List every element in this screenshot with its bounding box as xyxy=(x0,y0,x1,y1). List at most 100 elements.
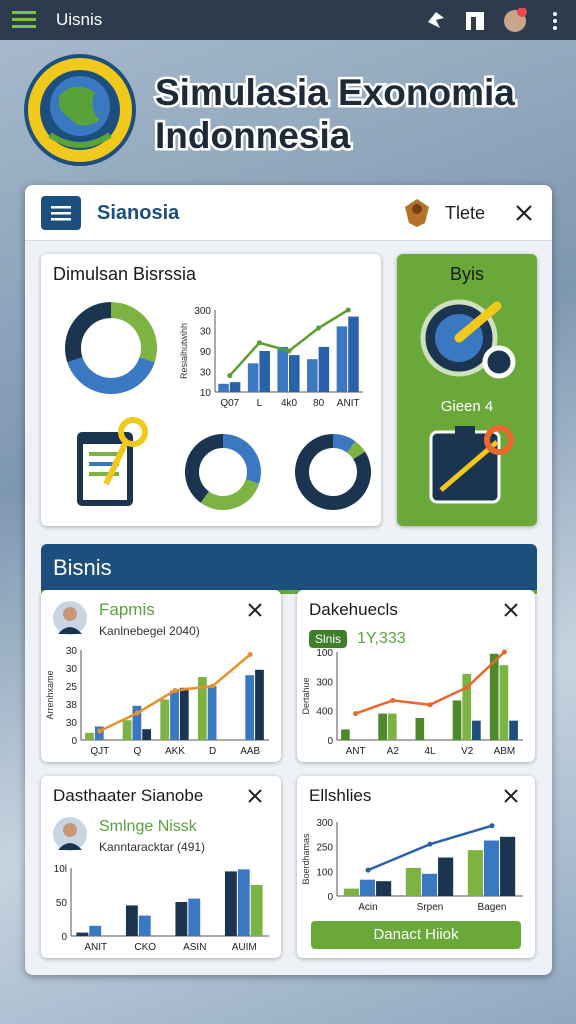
x-tick-label: ABM xyxy=(494,746,516,757)
y-tick-label: 30 xyxy=(66,646,78,657)
bar xyxy=(142,729,152,740)
trend-point xyxy=(464,684,470,690)
y-tick-label: 0 xyxy=(327,736,333,747)
y-tick-label: 0 xyxy=(71,736,77,747)
close-button[interactable] xyxy=(503,602,519,618)
y-tick-label: 25 xyxy=(66,682,78,693)
bar xyxy=(489,653,499,740)
business-card: Dasthaater Sianobe Smlnge Nissk Kanntara… xyxy=(41,776,281,958)
card-chart: 300 250 100 0 Boerdhamas Acin Srpen Bagen xyxy=(301,818,523,913)
title-line: Simulasia Exonomia xyxy=(155,72,515,113)
trend-point xyxy=(365,867,371,873)
app-name: Uisnis xyxy=(56,10,103,29)
trend-point xyxy=(345,307,351,313)
x-tick-label: Q xyxy=(134,746,142,757)
y-tick-label: 30 xyxy=(200,368,212,379)
bar xyxy=(255,669,264,740)
bar xyxy=(138,915,151,936)
close-button[interactable] xyxy=(515,204,533,222)
bar xyxy=(467,850,483,896)
bar xyxy=(387,713,397,740)
y-tick-label: 90 xyxy=(200,347,212,358)
bar xyxy=(405,867,421,896)
bar xyxy=(483,840,500,896)
x-tick-label: ANIT xyxy=(84,942,107,953)
trend-point xyxy=(286,348,292,354)
close-button[interactable] xyxy=(247,602,263,618)
menu-icon[interactable] xyxy=(12,10,38,30)
bar xyxy=(336,326,348,392)
gauge-icon xyxy=(420,299,516,379)
y-tick-label: 100 xyxy=(316,648,333,659)
y-tick-label: 0 xyxy=(327,892,333,903)
bar xyxy=(76,932,89,936)
card-title: Dimulsan Bisrssia xyxy=(53,264,197,284)
trend-point xyxy=(427,841,433,847)
y-tick-label: 50 xyxy=(56,898,68,909)
x-tick-label: Bagen xyxy=(478,902,507,913)
card-title: Dakehuecls xyxy=(309,600,398,619)
bar xyxy=(289,355,300,392)
bar xyxy=(132,705,142,740)
overview-card: Dimulsan Bisrssia 300 30 90 30 10 Resialhutwi… xyxy=(41,254,381,526)
panel-menu[interactable] xyxy=(41,196,81,230)
x-tick-label: AUIM xyxy=(232,942,257,953)
avatar xyxy=(53,817,87,851)
y-tick-label: 30 xyxy=(66,718,78,729)
bar xyxy=(237,869,250,936)
bar xyxy=(452,700,462,740)
bar xyxy=(438,857,454,896)
y-tick-label: 250 xyxy=(316,843,333,854)
badge: Slnis xyxy=(309,630,348,648)
side-label: Gieen 4 xyxy=(440,398,494,415)
donut-segment xyxy=(111,302,157,363)
bar xyxy=(415,718,425,740)
card-chart: 30 30 25 38 30 0 Arrenhxame QJT Q AKK D AAB xyxy=(45,646,269,757)
card-title: Fapmis xyxy=(99,600,155,619)
panel-header: Sianosia Tlete xyxy=(25,185,552,241)
y-tick-label: 10l xyxy=(54,864,67,875)
panel-title: Sianosia xyxy=(97,202,180,224)
bar xyxy=(179,687,189,740)
business-card: Fapmis Kanlnebegel 2040) 30 30 25 38 30 0 Arre… xyxy=(41,590,281,762)
status-bar: Uisnis xyxy=(0,0,576,40)
bar xyxy=(341,729,350,740)
x-tick-label: V2 xyxy=(461,746,474,757)
bar xyxy=(376,881,392,896)
status-icons xyxy=(428,8,557,32)
section-header: Bisnis xyxy=(41,544,537,594)
x-tick-label: AAB xyxy=(240,746,260,757)
y-tick-label: 400 xyxy=(316,707,333,718)
action-button[interactable]: Danact Hiiok xyxy=(311,921,521,949)
x-tick-label: Acin xyxy=(358,902,377,913)
y-axis-label: Arrenhxame xyxy=(45,670,55,719)
trend-point xyxy=(256,340,262,346)
donut-segment xyxy=(333,434,356,453)
close-button[interactable] xyxy=(247,788,263,804)
bar xyxy=(250,885,263,936)
card-value: 1Y,333 xyxy=(357,630,406,647)
bar xyxy=(224,871,237,936)
y-axis-label: Dertahue xyxy=(301,677,311,714)
trend-point xyxy=(390,697,396,703)
trend-point xyxy=(247,652,253,657)
title-line: Indonnesia xyxy=(155,115,351,156)
close-button[interactable] xyxy=(503,788,519,804)
x-tick-label: ASIN xyxy=(183,942,206,953)
side-card[interactable]: Byis Gieen 4 xyxy=(397,254,537,526)
bar xyxy=(343,888,359,896)
bar xyxy=(229,382,241,392)
bar xyxy=(359,879,376,896)
donut-segment xyxy=(294,434,371,510)
panel-action[interactable]: Tlete xyxy=(445,203,486,223)
x-tick-label: 80 xyxy=(313,398,325,409)
y-tick-label: 0 xyxy=(61,932,67,943)
bar xyxy=(509,720,518,740)
trend-point xyxy=(489,823,495,829)
x-tick-label: L xyxy=(257,398,263,409)
x-tick-label: Q07 xyxy=(220,398,239,409)
clipboard-icon xyxy=(77,417,148,506)
bar xyxy=(378,713,387,740)
card-title: Dasthaater Sianobe xyxy=(53,786,204,805)
bar xyxy=(421,873,438,896)
